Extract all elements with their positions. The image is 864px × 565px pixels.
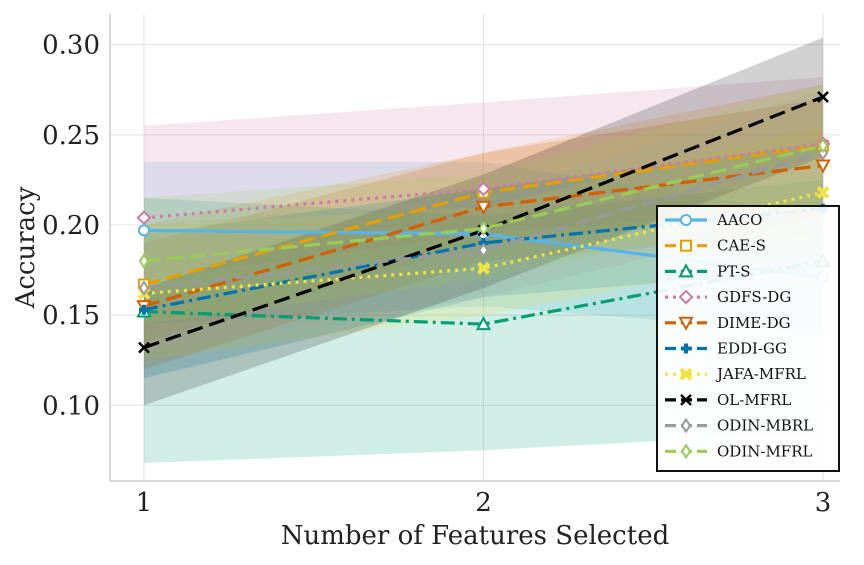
legend-marker-jafa-mfrl <box>679 367 693 381</box>
axes <box>109 14 840 482</box>
marker-odin-mfrl-2 <box>478 220 489 237</box>
marker-jafa-mfrl-2 <box>477 261 490 275</box>
marker-pt-s-2 <box>475 316 492 331</box>
legend-marker-pt-s <box>678 263 694 278</box>
marker-ol-mfrl-1 <box>138 341 150 354</box>
legend-label-jafa-mfrl: JAFA-MFRL <box>715 365 806 383</box>
y-tick-label: 0.20 <box>42 211 100 241</box>
legend-label-dime-dg: DIME-DG <box>717 314 791 332</box>
band-odin-mbrl <box>143 89 824 352</box>
tick-labels: 1 2 3 0.10 0.15 0.20 0.25 0.30 <box>42 31 831 518</box>
legend-label-gdfs-dg: GDFS-DG <box>717 288 791 306</box>
marker-aaco-1 <box>137 224 150 237</box>
legend-marker-odin-mbrl <box>680 417 692 434</box>
marker-jafa-mfrl-3 <box>816 186 830 199</box>
legend-label-odin-mbrl: ODIN-MBRL <box>717 417 813 435</box>
y-tick-label: 0.30 <box>42 31 100 61</box>
x-tick-label: 1 <box>136 488 153 518</box>
legend-label-odin-mfrl: ODIN-MFRL <box>717 442 813 460</box>
legend-marker-gdfs-dg <box>678 289 694 305</box>
x-tick-label: 3 <box>815 488 832 518</box>
marker-odin-mfrl-1 <box>138 253 150 269</box>
legend-label-eddi-gg: EDDI-GG <box>717 340 787 358</box>
marker-ol-mfrl-3 <box>817 91 829 103</box>
legend-label-ol-mfrl: OL-MFRL <box>717 391 791 409</box>
legend-label-cae-s: CAE-S <box>717 237 766 255</box>
legend-marker-odin-mfrl <box>680 443 692 460</box>
band-gdfs-dg <box>143 77 824 280</box>
legend-marker-dime-dg <box>678 316 694 331</box>
x-tick-label: 2 <box>475 488 492 518</box>
legend-label-pt-s: PT-S <box>717 262 751 280</box>
marker-dime-dg-2 <box>475 200 492 216</box>
y-tick-label: 0.15 <box>42 301 100 331</box>
y-tick-label: 0.10 <box>42 391 100 421</box>
legend-marker-eddi-gg <box>681 343 691 354</box>
line-gdfs-dg <box>143 142 824 220</box>
marker-odin-mfrl-3 <box>817 137 829 154</box>
legend-marker-aaco <box>680 214 692 226</box>
marker-gdfs-dg-1 <box>136 210 152 226</box>
y-tick-label: 0.25 <box>42 121 100 151</box>
marker-odin-mbrl-1 <box>138 280 150 296</box>
marker-eddi-gg-1 <box>138 304 149 315</box>
line-odin-mbrl <box>143 151 824 290</box>
legend-marker-ol-mfrl <box>680 394 692 406</box>
legend-label-aaco: AACO <box>716 211 762 229</box>
legend: AACO CAE-S PT-S GDFS-DG DIME-DG EDDI-GG JAFA-M… <box>656 205 840 472</box>
marker-gdfs-dg-2 <box>476 181 491 197</box>
y-axis-label: Accuracy <box>11 186 41 309</box>
legend-marker-cae-s <box>680 239 692 252</box>
marker-odin-mbrl-2 <box>478 242 489 259</box>
x-axis-label: Number of Features Selected <box>281 521 669 551</box>
line-jafa-mfrl <box>143 190 824 296</box>
